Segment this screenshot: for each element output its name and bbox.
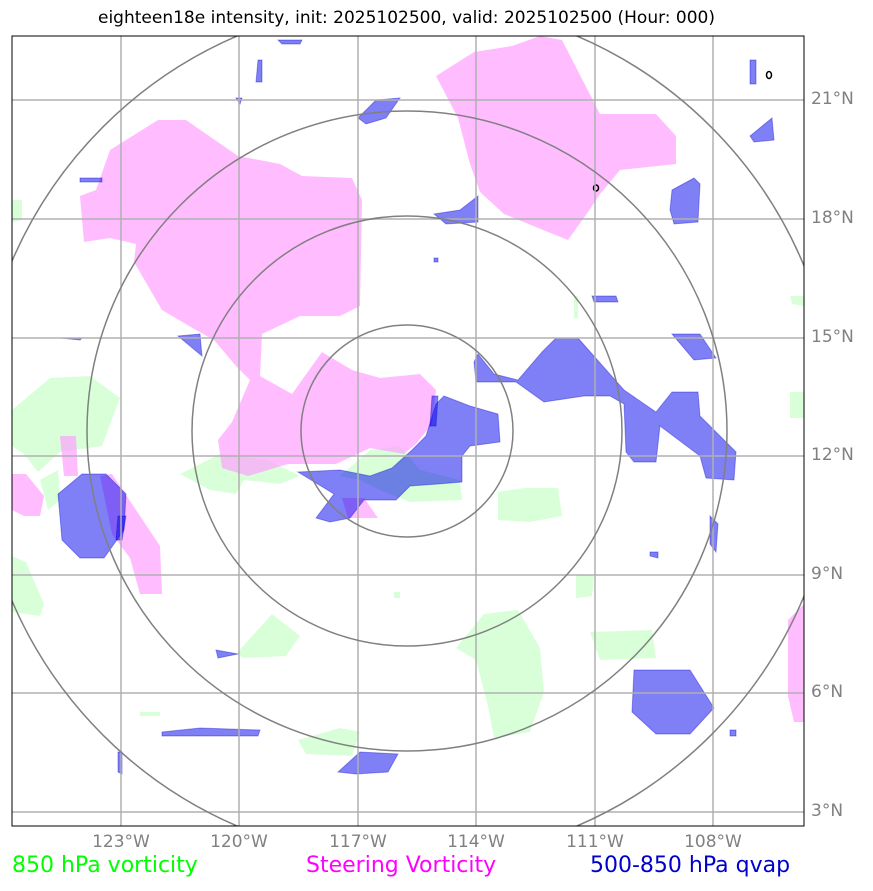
lat-label-9n: 9°N	[811, 564, 844, 584]
lat-label-18n: 18°N	[811, 208, 854, 228]
vort-patch	[590, 630, 656, 660]
vort-patch	[236, 614, 300, 658]
vort-patch	[498, 488, 562, 522]
lat-label-15n: 15°N	[811, 327, 854, 347]
qvap-patch	[276, 39, 303, 45]
contour	[765, 70, 773, 80]
vort-patch	[790, 296, 804, 306]
qvap-patch	[336, 751, 399, 775]
vort-patch	[456, 610, 544, 738]
contour	[592, 184, 600, 192]
range-ring-2	[191, 215, 623, 647]
qvap-patch	[432, 194, 479, 225]
vort-patch	[576, 574, 594, 598]
qvap-patch	[591, 295, 619, 303]
vort-patch	[574, 296, 578, 318]
qvap-patch	[433, 257, 439, 263]
steering-patch	[12, 474, 44, 516]
lat-label-12n: 12°N	[811, 445, 854, 465]
plot-frame	[11, 35, 805, 827]
vort-patch	[12, 556, 44, 616]
qvap-patch	[255, 59, 263, 83]
qvap-patch	[161, 727, 261, 737]
qvap-patch	[729, 729, 737, 737]
range-rings	[12, 36, 804, 826]
graticule	[12, 36, 804, 826]
qvap-patch	[749, 117, 775, 143]
vort-patch	[140, 712, 160, 716]
qvap-patch	[749, 59, 757, 85]
lon-label-108w: 108°W	[684, 832, 742, 852]
intensity-contours	[592, 70, 773, 192]
lon-label-114w: 114°W	[447, 832, 505, 852]
lat-label-21n: 21°N	[811, 89, 854, 109]
vort-patch	[40, 470, 60, 510]
vort-patch	[12, 200, 22, 222]
qvap-patch	[79, 177, 103, 183]
qvap-patch	[429, 395, 439, 427]
lon-label-120w: 120°W	[210, 832, 268, 852]
range-ring-3	[86, 110, 728, 752]
vort-patch	[12, 376, 120, 472]
legend-850-vorticity: 850 hPa vorticity	[12, 853, 198, 878]
qvap-regions	[57, 39, 775, 775]
legend-steering-vorticity: Steering Vorticity	[306, 853, 497, 878]
steering-vorticity-regions	[12, 36, 804, 722]
qvap-patch	[631, 669, 715, 735]
qvap-patch	[357, 97, 402, 125]
lon-label-123w: 123°W	[92, 832, 150, 852]
lon-label-111w: 111°W	[566, 832, 624, 852]
steering-patch	[80, 120, 436, 476]
qvap-patch	[670, 333, 717, 361]
legend-qvap: 500-850 hPa qvap	[590, 853, 791, 878]
qvap-patch	[669, 177, 701, 225]
qvap-patch	[649, 551, 659, 559]
vort-patch	[394, 592, 400, 598]
vort-patch	[790, 392, 804, 418]
range-ring-1	[300, 324, 514, 538]
qvap-patch	[176, 333, 203, 358]
lat-label-3n: 3°N	[811, 801, 844, 821]
lon-label-117w: 117°W	[329, 832, 387, 852]
qvap-patch	[215, 649, 239, 659]
steering-patch	[788, 604, 804, 722]
map-title: eighteen18e intensity, init: 2025102500,…	[98, 8, 715, 28]
steering-patch	[436, 36, 676, 240]
qvap-patch	[473, 337, 737, 481]
lat-label-6n: 6°N	[811, 682, 844, 702]
